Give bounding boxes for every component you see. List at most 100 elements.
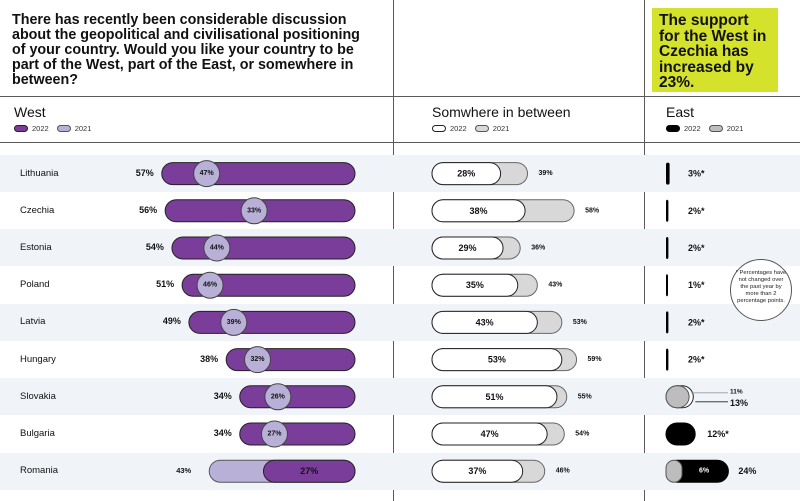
east-bar-2022 bbox=[666, 348, 669, 371]
between-value-2022: 47% bbox=[481, 429, 499, 439]
west-value-2021: 32% bbox=[251, 356, 266, 363]
east-value-2022: 12%* bbox=[707, 429, 729, 439]
west-marker-2021 bbox=[240, 197, 268, 225]
west-value-2022: 54% bbox=[145, 242, 164, 252]
header-rule bbox=[0, 96, 800, 97]
highlight-box: The support for the West in Czechia has … bbox=[652, 8, 778, 92]
between-bar-2022 bbox=[431, 310, 538, 334]
between-bar-2022 bbox=[431, 422, 548, 446]
legend-label: 2022 bbox=[684, 124, 701, 133]
between-value-2021: 54% bbox=[575, 431, 590, 438]
footnote-circle: * Percentages have not changed over the … bbox=[730, 259, 792, 321]
east-value-2021: 6% bbox=[699, 468, 710, 475]
west-value-2022: 51% bbox=[156, 279, 175, 290]
country-label: Slovakia bbox=[20, 390, 56, 402]
legend-swatch-2021 bbox=[56, 125, 71, 132]
east-value-2022: 24% bbox=[738, 466, 756, 476]
east-bar-2022 bbox=[666, 237, 669, 259]
between-value-2021: 46% bbox=[556, 468, 571, 475]
west-value-2021: 43% bbox=[176, 466, 192, 476]
legend-swatch-2022 bbox=[432, 125, 446, 132]
west-marker-2021 bbox=[244, 346, 272, 374]
country-label: Hungary bbox=[20, 353, 56, 365]
country-label: Poland bbox=[20, 279, 50, 291]
between-value-2021: 36% bbox=[531, 245, 546, 252]
west-column-title: West bbox=[14, 104, 46, 120]
between-value-2021: 58% bbox=[585, 207, 600, 214]
between-bar-2022 bbox=[431, 236, 504, 260]
west-bar-2022 bbox=[181, 273, 356, 297]
west-value-2021: 33% bbox=[247, 207, 262, 214]
legend-swatch-2022 bbox=[666, 125, 680, 132]
east-value-2022: 3%* bbox=[688, 169, 705, 179]
between-bar-2022 bbox=[431, 348, 563, 372]
between-value-2021: 39% bbox=[539, 170, 554, 177]
west-value-2021: 46% bbox=[203, 282, 218, 289]
legend-label: 2021 bbox=[726, 124, 744, 133]
west-value-2022: 34% bbox=[213, 428, 232, 438]
between-value-2021: 53% bbox=[573, 319, 588, 326]
legend-swatch-2021 bbox=[474, 125, 489, 132]
between-column-title: Somwhere in between bbox=[432, 104, 571, 120]
legend-label: 2021 bbox=[74, 124, 92, 133]
west-marker-2021 bbox=[220, 308, 248, 336]
east-value-2022: 1%* bbox=[688, 280, 705, 290]
between-value-2022: 29% bbox=[459, 243, 477, 253]
legend-swatch-2021 bbox=[708, 125, 723, 132]
west-value-2022: 56% bbox=[139, 204, 158, 215]
west-value-2021: 39% bbox=[227, 319, 242, 326]
east-bar-2022 bbox=[665, 422, 696, 446]
west-marker-2021 bbox=[264, 383, 292, 411]
west-value-2021: 26% bbox=[271, 393, 286, 400]
between-bar-2022 bbox=[431, 162, 502, 186]
country-label: Latvia bbox=[20, 316, 46, 328]
question-title: There has recently been considerable dis… bbox=[12, 12, 360, 88]
west-marker-2021 bbox=[196, 271, 224, 299]
west-bar-2022 bbox=[239, 422, 356, 446]
east-bar-2021 bbox=[665, 385, 690, 409]
between-value-2022: 51% bbox=[485, 392, 503, 402]
east-value-2022: 2%* bbox=[688, 317, 705, 327]
west-legend: 2022 2021 bbox=[14, 124, 99, 133]
legend-label: 2022 bbox=[450, 124, 467, 133]
between-value-2022: 37% bbox=[468, 466, 486, 476]
east-bar-2022 bbox=[666, 311, 669, 334]
east-value-2022: 13% bbox=[730, 398, 748, 408]
country-label: Estonia bbox=[20, 242, 52, 253]
west-bar-2022 bbox=[239, 385, 356, 409]
between-value-2021: 55% bbox=[578, 393, 593, 400]
west-bar-2022 bbox=[161, 162, 356, 186]
west-value-2022: 49% bbox=[162, 316, 181, 327]
west-value-2022: 57% bbox=[135, 167, 154, 178]
east-bar-2021 bbox=[665, 459, 683, 483]
east-legend: 2022 2021 bbox=[666, 124, 751, 133]
legend-label: 2022 bbox=[32, 124, 49, 133]
between-value-2022: 38% bbox=[470, 206, 488, 216]
east-bar-2022 bbox=[666, 199, 669, 222]
east-column-title: East bbox=[666, 104, 695, 120]
between-legend: 2022 2021 bbox=[432, 124, 517, 133]
between-value-2022: 35% bbox=[466, 280, 484, 290]
east-bar-2022 bbox=[666, 274, 668, 297]
between-value-2022: 43% bbox=[476, 317, 494, 327]
between-bar-2022 bbox=[431, 459, 524, 483]
west-value-2021: 27% bbox=[267, 431, 282, 438]
west-value-2022: 38% bbox=[200, 353, 219, 364]
east-value-2021: 11% bbox=[730, 388, 743, 395]
west-marker-2021 bbox=[203, 234, 231, 262]
country-label: Czechia bbox=[20, 204, 55, 216]
west-value-2021: 47% bbox=[200, 170, 215, 177]
legend-label: 2021 bbox=[492, 124, 510, 133]
west-marker-2021 bbox=[193, 160, 221, 188]
west-value-2021: 44% bbox=[210, 245, 225, 252]
east-value-2022: 2%* bbox=[688, 206, 705, 216]
legend-swatch-2022 bbox=[14, 125, 28, 132]
west-marker-2021 bbox=[260, 420, 288, 448]
west-bar-2022 bbox=[188, 310, 356, 334]
west-value-2022: 34% bbox=[213, 390, 232, 401]
legend-rule bbox=[0, 142, 800, 143]
between-bar-2022 bbox=[431, 273, 519, 297]
east-value-2022: 2%* bbox=[688, 243, 705, 253]
between-value-2021: 43% bbox=[548, 282, 563, 289]
